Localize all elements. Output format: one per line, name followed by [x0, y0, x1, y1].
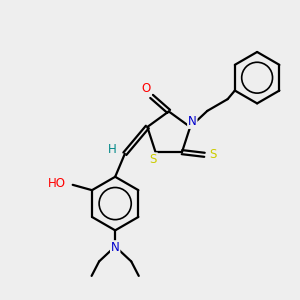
- Text: H: H: [108, 143, 116, 156]
- Text: S: S: [150, 153, 157, 166]
- Text: S: S: [209, 148, 217, 161]
- Text: HO: HO: [48, 177, 66, 190]
- Text: O: O: [142, 82, 151, 95]
- Text: N: N: [188, 115, 197, 128]
- Text: N: N: [111, 241, 120, 254]
